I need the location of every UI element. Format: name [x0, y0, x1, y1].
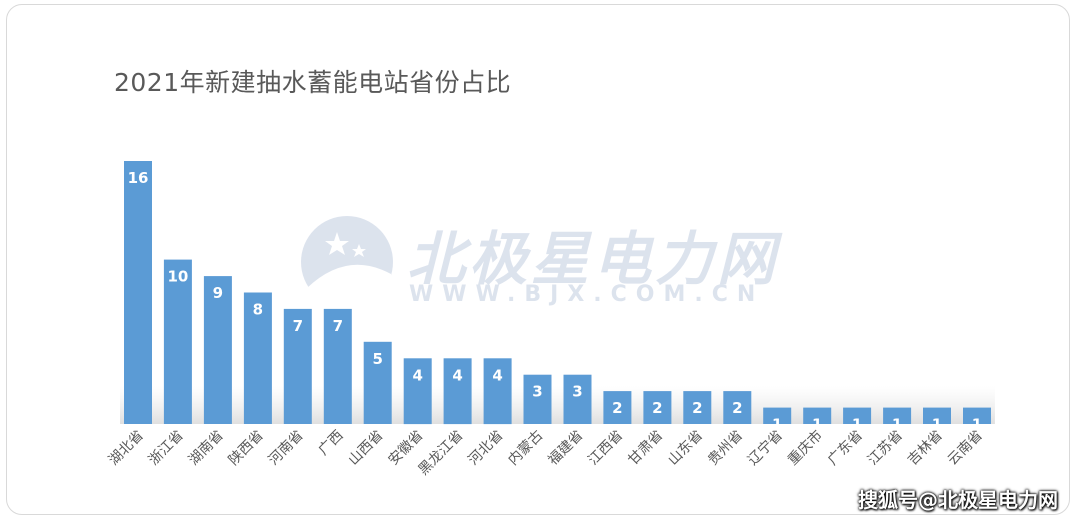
- bar: [243, 292, 272, 424]
- data-label: 1: [772, 416, 782, 434]
- category-label: 广东省: [825, 428, 866, 469]
- bar: [643, 391, 672, 424]
- data-label: 10: [167, 268, 188, 286]
- bar: [523, 374, 552, 424]
- data-label: 16: [128, 169, 149, 187]
- bar: [923, 407, 951, 424]
- data-label: 5: [372, 350, 382, 368]
- data-label: 3: [572, 383, 582, 401]
- category-label: 山西省: [346, 428, 387, 469]
- category-label: 吉林省: [905, 428, 946, 469]
- category-label: 河南省: [266, 428, 307, 469]
- chart-title: 2021年新建抽水蓄能电站省份占比: [114, 68, 512, 97]
- bar: [283, 308, 312, 424]
- category-label: 浙江省: [146, 428, 187, 469]
- category-label: 云南省: [945, 428, 986, 469]
- data-label: 2: [612, 399, 622, 417]
- data-label: 4: [452, 366, 462, 384]
- category-label: 重庆市: [784, 427, 826, 469]
- data-label: 1: [892, 416, 902, 434]
- bar: [803, 407, 832, 424]
- category-label: 辽宁省: [744, 427, 786, 469]
- bar: [203, 276, 232, 424]
- data-label: 7: [293, 317, 303, 335]
- category-label: 湖南省: [186, 428, 227, 469]
- category-label: 河北省: [465, 428, 506, 469]
- bar: [843, 407, 872, 424]
- data-label: 3: [532, 383, 542, 401]
- category-label: 福建省: [545, 428, 586, 469]
- source-credit: 搜狐号@北极星电力网: [858, 488, 1058, 512]
- chart-card: 2021年新建抽水蓄能电站省份占比 北极星电力网 WWW.BJX.COM.CN: [6, 4, 1070, 515]
- category-label: 贵州省: [705, 428, 746, 469]
- data-label: 1: [812, 416, 822, 434]
- category-label: 江苏省: [865, 428, 906, 469]
- bar: [963, 407, 991, 424]
- category-label: 内蒙古: [505, 428, 546, 469]
- bar: [683, 391, 712, 424]
- category-label: 广西: [316, 428, 347, 459]
- bar: [363, 341, 392, 424]
- bar: [563, 374, 592, 424]
- bar: [723, 391, 752, 424]
- category-label: 湖北省: [106, 428, 147, 469]
- category-label: 甘肃省: [625, 428, 666, 469]
- data-label: 7: [333, 317, 343, 335]
- watermark-name: 北极星电力网: [407, 225, 780, 293]
- data-label: 2: [692, 399, 702, 417]
- bar: [883, 407, 912, 424]
- data-label: 1: [852, 416, 862, 434]
- bar: [603, 391, 632, 424]
- data-label: 2: [732, 399, 742, 417]
- data-label: 4: [492, 366, 502, 384]
- watermark-url: WWW.BJX.COM.CN: [409, 282, 765, 307]
- category-label: 江西省: [585, 428, 626, 469]
- category-label: 黑龙江省: [416, 428, 467, 479]
- data-label: 1: [932, 416, 942, 434]
- bar: [763, 407, 792, 424]
- bar: [163, 259, 192, 424]
- data-label: 8: [253, 301, 263, 319]
- bar: [323, 308, 352, 424]
- bar: [124, 161, 152, 424]
- bar: [443, 358, 472, 425]
- bar: [483, 358, 512, 425]
- watermark: 北极星电力网 WWW.BJX.COM.CN: [299, 210, 794, 320]
- watermark-logo-icon: [301, 216, 393, 310]
- category-label: 陕西省: [226, 428, 267, 469]
- data-label: 1: [972, 416, 982, 434]
- data-label: 2: [652, 399, 662, 417]
- bar: [403, 358, 432, 425]
- category-label: 山东省: [665, 428, 706, 469]
- data-label: 4: [412, 366, 422, 384]
- data-label: 9: [213, 284, 223, 302]
